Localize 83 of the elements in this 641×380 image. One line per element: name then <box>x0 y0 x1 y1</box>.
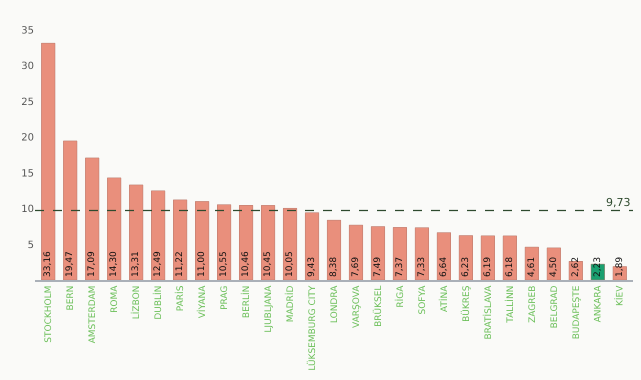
x-tick-label: BRATİSLAVA <box>482 284 494 340</box>
x-tick-label: KİEV <box>614 284 626 306</box>
bar <box>326 220 342 280</box>
ref-line-label: 9,73 <box>606 196 630 209</box>
y-tick-label: 25 <box>21 96 34 108</box>
data-label: 6,64 <box>438 256 449 277</box>
bar <box>85 158 100 280</box>
bar <box>173 200 188 280</box>
bar <box>238 205 254 280</box>
x-tick-label: BUDAPEŞTE <box>572 285 582 340</box>
y-tick-label: 15 <box>21 168 34 180</box>
bar <box>392 227 408 280</box>
x-tick-label: DUBLİN <box>152 286 164 320</box>
data-label: 11,22 <box>175 251 186 277</box>
x-tick-label: LÜKSEMBURG CITY <box>306 285 318 371</box>
x-tick-label: LİZBON <box>130 286 142 320</box>
bar <box>107 178 122 280</box>
data-label: 7,37 <box>394 256 405 277</box>
data-label: 10,45 <box>263 251 274 277</box>
bar <box>414 227 430 280</box>
data-label: 6,18 <box>504 256 515 277</box>
data-label: 14,30 <box>109 250 120 277</box>
data-label: 10,46 <box>241 250 252 277</box>
data-label: 10,55 <box>219 251 230 277</box>
x-tick-label: BERN <box>66 286 76 310</box>
bar <box>41 42 56 280</box>
x-tick-label: ANKARA <box>594 284 604 322</box>
x-tick-label: ATİNA <box>438 284 450 312</box>
y-tick-label: 5 <box>28 240 34 251</box>
x-tick-label: MADRİD <box>284 286 296 322</box>
data-label: 6,23 <box>460 256 471 277</box>
bar <box>282 208 298 280</box>
data-label: 7,49 <box>372 256 383 277</box>
bar <box>151 190 166 280</box>
data-label: 2,23 <box>592 256 603 277</box>
x-tick-label: AMSTERDAM <box>88 286 98 344</box>
y-tick-label: 35 <box>21 26 34 36</box>
data-label: 4,61 <box>526 256 537 277</box>
x-tick-label: RİGA <box>394 284 406 308</box>
x-tick-label: BELGRAD <box>550 286 560 328</box>
bar <box>458 235 473 280</box>
x-tick-label: BERLİN <box>240 286 252 318</box>
x-tick-label: PARİS <box>174 285 186 312</box>
bar <box>195 201 210 280</box>
y-tick-label: 10 <box>21 204 34 216</box>
bar <box>524 246 539 280</box>
data-label: 19,47 <box>65 251 76 277</box>
x-tick-label: SOFYA <box>418 284 428 315</box>
data-label: 13,31 <box>131 251 142 277</box>
x-tick-label: BRÜKSEL <box>372 286 384 327</box>
x-tick-label: PRAG <box>220 286 230 310</box>
bar <box>304 212 320 280</box>
data-label: 2,62 <box>570 256 581 277</box>
data-label: 12,49 <box>153 250 164 277</box>
data-label: 7,69 <box>350 256 361 277</box>
bar <box>260 205 276 280</box>
x-tick-label: LJUBLJANA <box>264 284 274 333</box>
x-tick-label: STOCKHOLM <box>44 286 54 343</box>
bar <box>370 226 386 280</box>
bar <box>217 204 232 280</box>
bar <box>129 184 144 280</box>
data-label: 1,89 <box>614 256 625 277</box>
data-label: 9,43 <box>307 256 318 277</box>
data-label: 6,19 <box>482 256 493 277</box>
data-label: 33,16 <box>43 250 54 277</box>
data-label: 8,38 <box>329 256 339 277</box>
data-label: 17,09 <box>87 250 98 277</box>
y-tick-label: 30 <box>21 61 34 72</box>
bar <box>502 236 517 280</box>
data-label: 10,05 <box>285 251 296 277</box>
x-tick-label: VİYANA <box>196 284 208 318</box>
x-tick-label: VARŞOVA <box>352 284 362 328</box>
x-tick-label: TALLİNN <box>504 286 516 324</box>
bar <box>348 224 364 280</box>
x-tick-label: BÜKREŞ <box>460 285 472 322</box>
data-label: 4,50 <box>548 256 559 277</box>
y-tick-label: 20 <box>21 132 34 144</box>
x-tick-label: ROMA <box>110 284 120 313</box>
x-tick-label: ZAGREB <box>528 286 538 323</box>
x-tick-label: LONDRA <box>330 284 340 324</box>
data-label: 11,00 <box>197 250 208 277</box>
bar <box>63 140 78 280</box>
data-label: 7,33 <box>416 256 427 277</box>
